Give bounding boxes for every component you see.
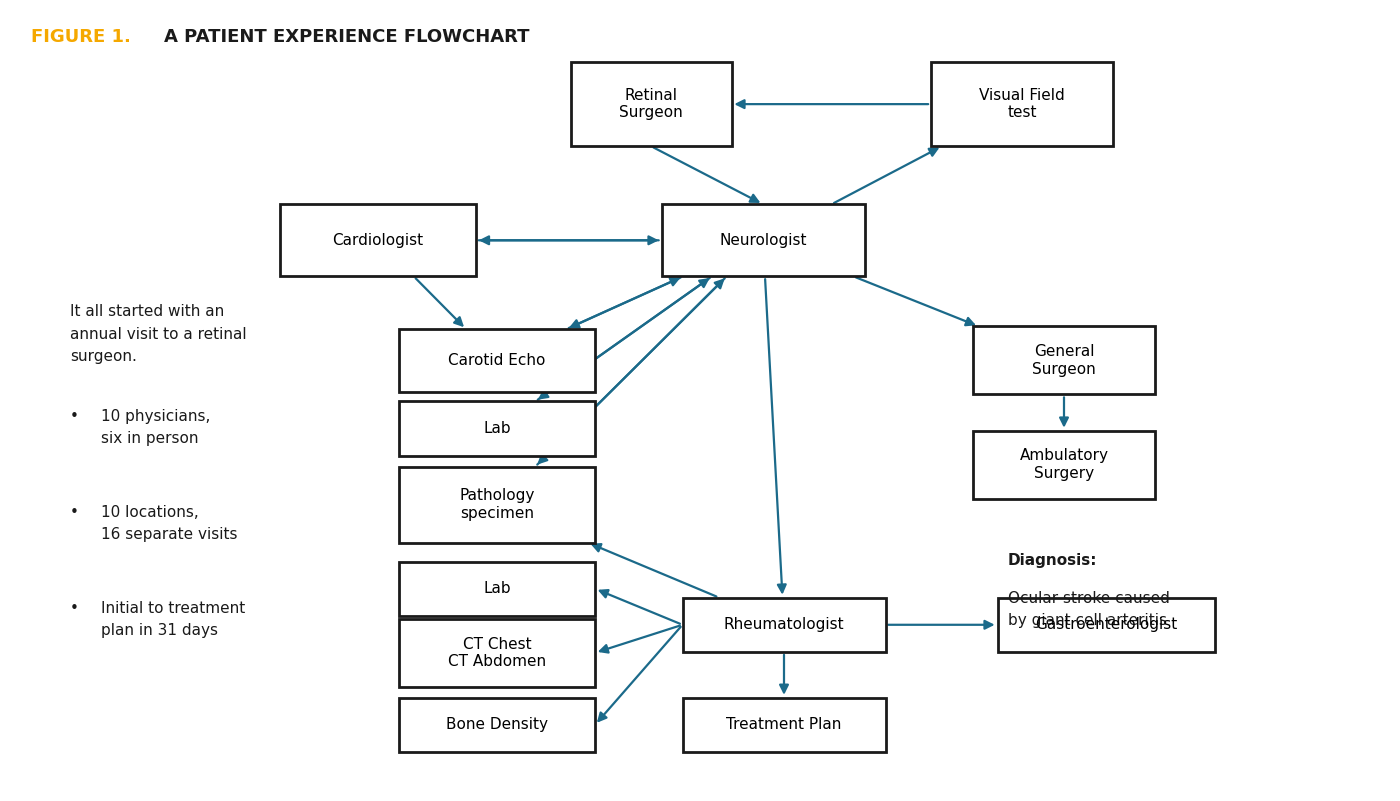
Text: •: • xyxy=(70,601,78,616)
Bar xyxy=(399,562,595,616)
Text: Carotid Echo: Carotid Echo xyxy=(448,353,546,368)
Text: Ocular stroke caused
by giant cell arteritis: Ocular stroke caused by giant cell arter… xyxy=(1008,591,1170,628)
Bar xyxy=(399,466,595,543)
Text: •: • xyxy=(70,505,78,520)
Text: Cardiologist: Cardiologist xyxy=(332,233,424,248)
Text: It all started with an
annual visit to a retinal
surgeon.: It all started with an annual visit to a… xyxy=(70,304,246,364)
Text: Neurologist: Neurologist xyxy=(720,233,806,248)
Bar xyxy=(571,62,731,146)
Text: Initial to treatment
plan in 31 days: Initial to treatment plan in 31 days xyxy=(101,601,245,638)
Text: Bone Density: Bone Density xyxy=(447,718,547,732)
Text: Visual Field
test: Visual Field test xyxy=(979,88,1065,120)
Text: 10 locations,
16 separate visits: 10 locations, 16 separate visits xyxy=(101,505,238,541)
Text: A PATIENT EXPERIENCE FLOWCHART: A PATIENT EXPERIENCE FLOWCHART xyxy=(164,28,529,46)
Bar xyxy=(661,204,865,276)
Text: Lab: Lab xyxy=(483,582,511,596)
Text: Retinal
Surgeon: Retinal Surgeon xyxy=(619,88,683,120)
Bar xyxy=(399,401,595,456)
Text: Pathology
specimen: Pathology specimen xyxy=(459,489,535,521)
Text: •: • xyxy=(70,409,78,424)
Text: Gastroenterologist: Gastroenterologist xyxy=(1035,618,1177,632)
Bar xyxy=(973,431,1155,498)
Text: General
Surgeon: General Surgeon xyxy=(1032,344,1096,376)
Text: Rheumatologist: Rheumatologist xyxy=(724,618,844,632)
Text: 10 physicians,
six in person: 10 physicians, six in person xyxy=(101,409,210,445)
Bar xyxy=(399,329,595,392)
Text: Diagnosis:: Diagnosis: xyxy=(1008,553,1098,568)
Bar xyxy=(683,698,886,752)
Text: Lab: Lab xyxy=(483,421,511,436)
Bar xyxy=(997,598,1215,652)
Bar xyxy=(973,327,1155,394)
Bar xyxy=(280,204,476,276)
Text: FIGURE 1.: FIGURE 1. xyxy=(31,28,130,46)
Bar xyxy=(683,598,886,652)
Bar xyxy=(399,698,595,752)
Bar xyxy=(931,62,1113,146)
Text: Ambulatory
Surgery: Ambulatory Surgery xyxy=(1019,449,1109,481)
Text: CT Chest
CT Abdomen: CT Chest CT Abdomen xyxy=(448,637,546,669)
Text: Treatment Plan: Treatment Plan xyxy=(727,718,841,732)
Bar xyxy=(399,619,595,687)
